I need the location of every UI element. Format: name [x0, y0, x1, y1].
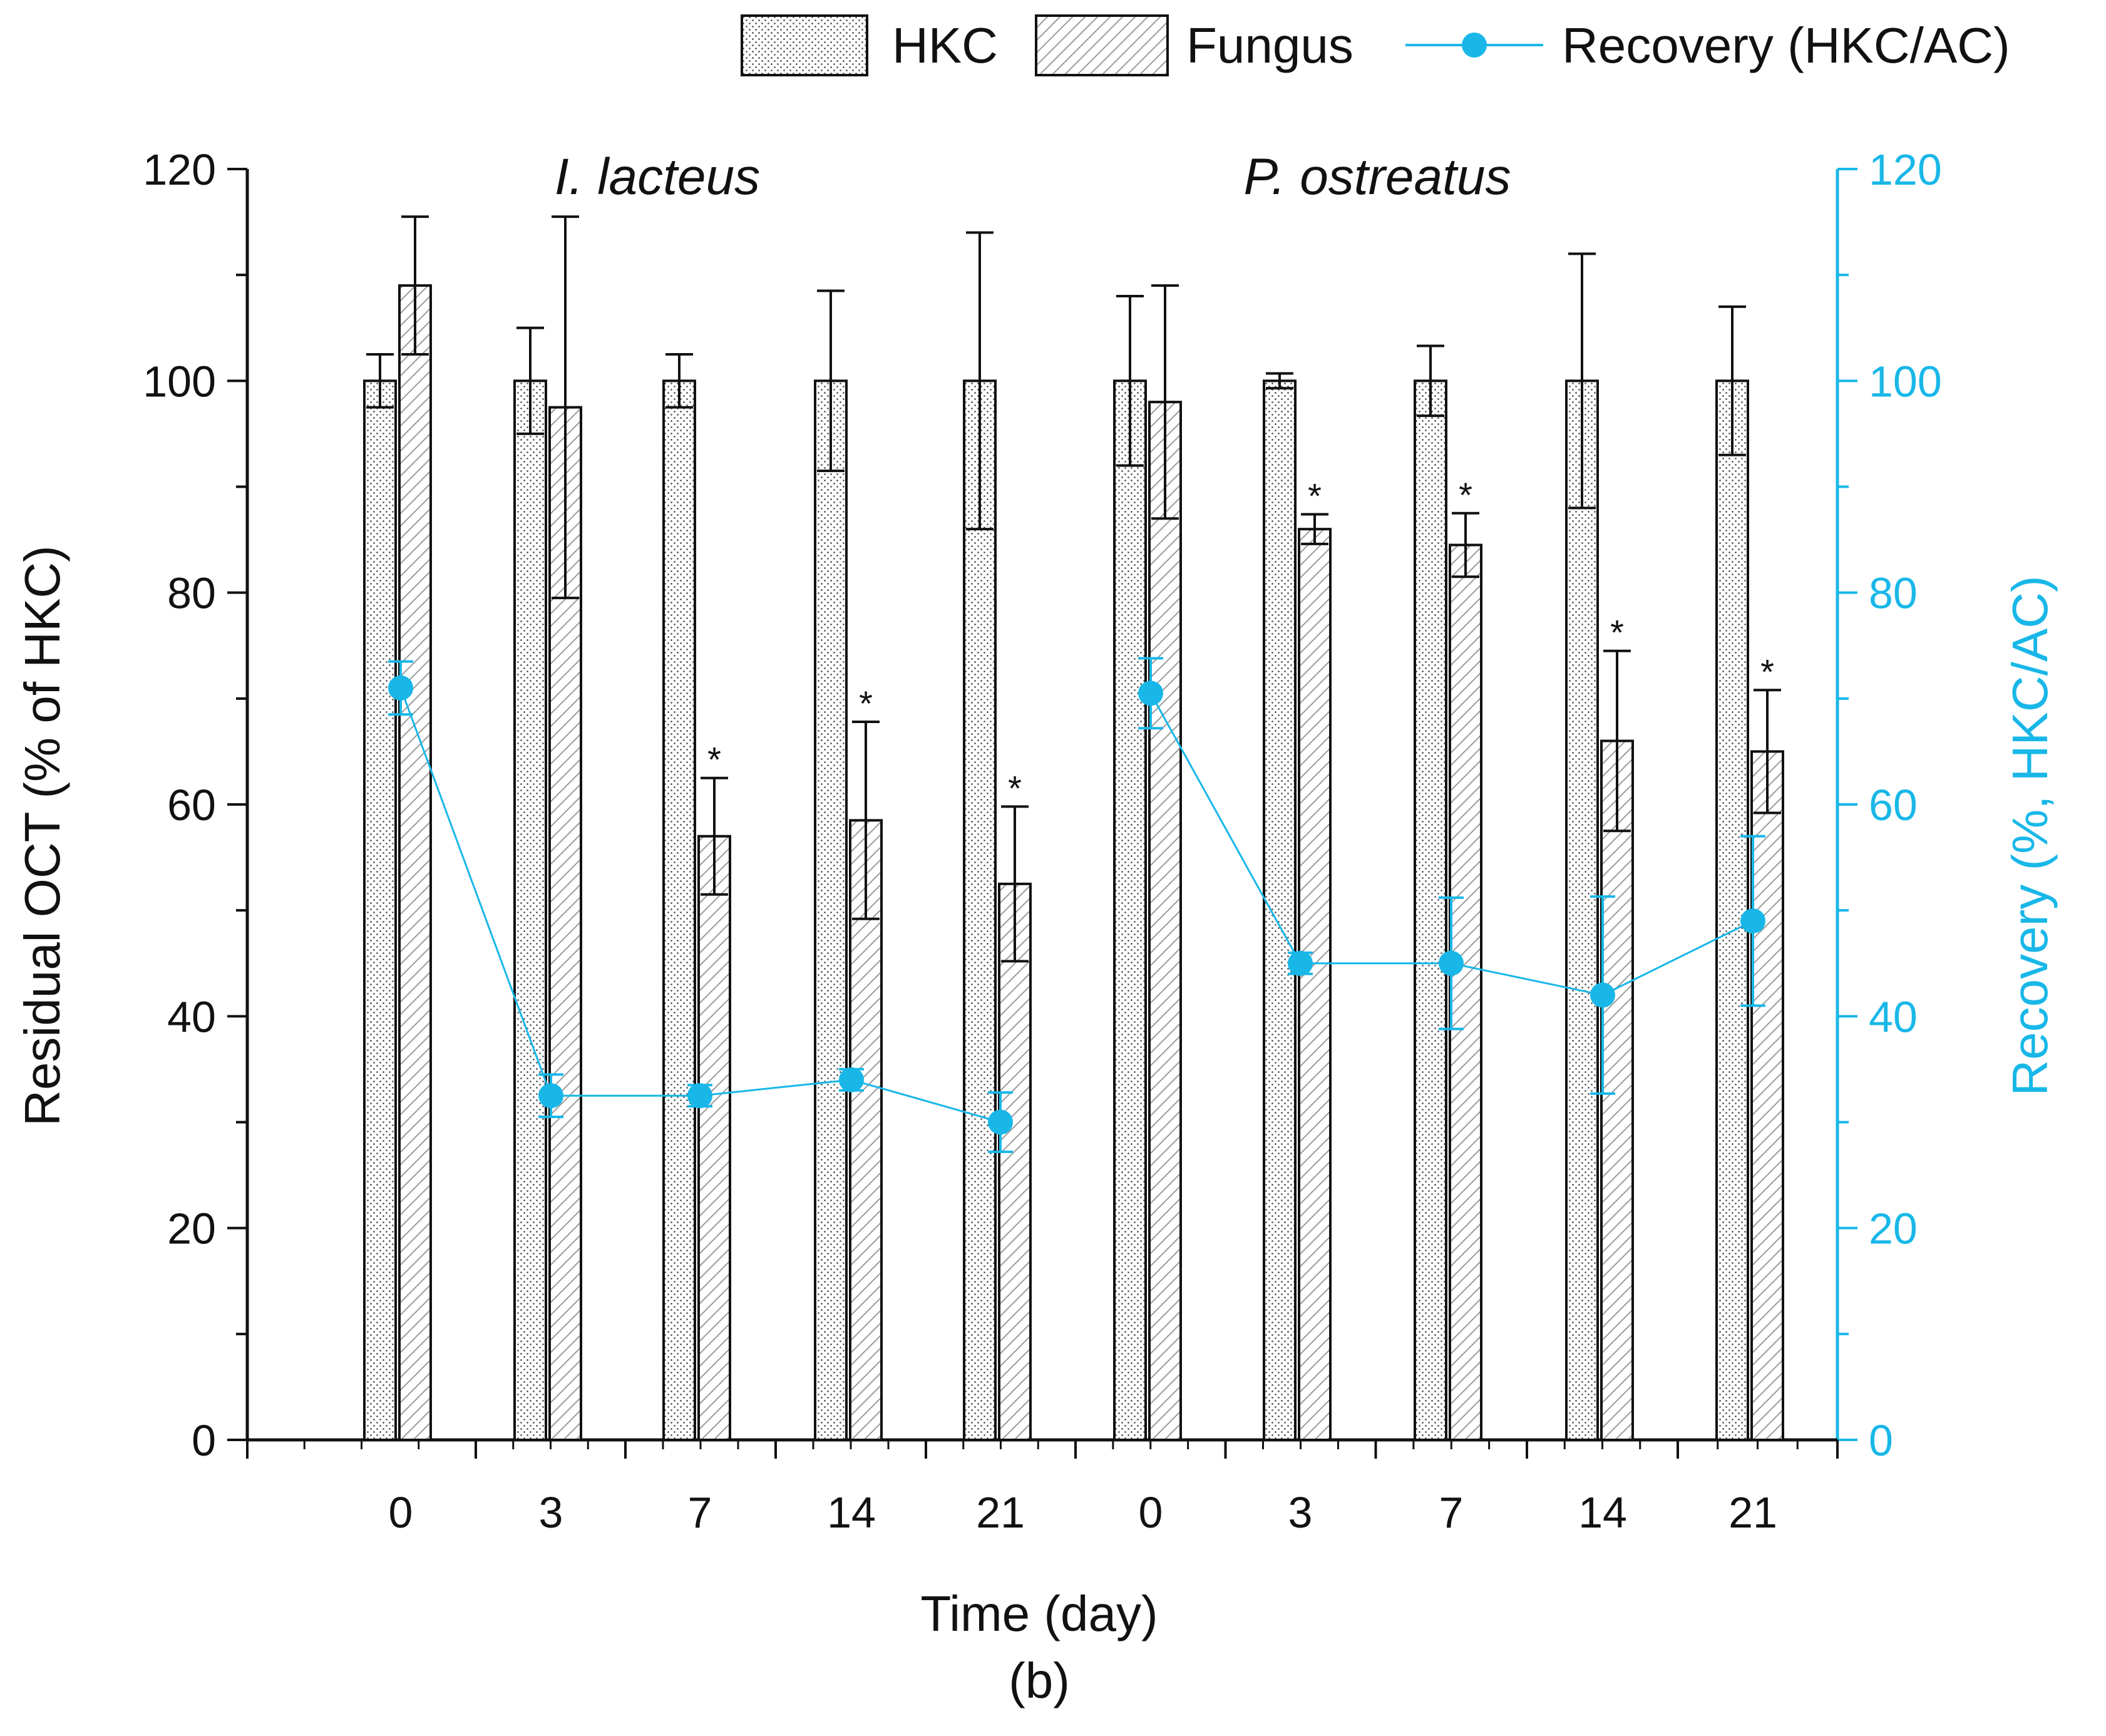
bar-fungus: [998, 882, 1032, 1441]
y-tick-label-left: 0: [192, 1416, 216, 1465]
legend-label-hkc: HKC: [892, 18, 998, 73]
significance-star: *: [1760, 652, 1774, 691]
recovery-point: [1288, 950, 1313, 976]
x-tick-label: 14: [827, 1488, 876, 1537]
group-label: P. ostreatus: [1244, 148, 1511, 205]
bar-fungus: [1600, 739, 1634, 1441]
bar-hkc: [963, 379, 997, 1441]
legend: HKC Fungus Recovery (HKC/AC): [741, 14, 2010, 76]
recovery-point: [687, 1083, 712, 1109]
x-tick-label: 21: [1728, 1488, 1777, 1537]
significance-star: *: [1308, 476, 1322, 515]
significance-star: *: [1459, 475, 1472, 515]
recovery-point: [1138, 681, 1163, 706]
bar-hkc: [1715, 379, 1749, 1441]
subplot-label: (b): [1009, 1653, 1070, 1708]
x-tick-label: 7: [1439, 1488, 1464, 1537]
bar-hkc: [662, 379, 696, 1441]
recovery-point: [1740, 908, 1765, 934]
y-tick-label-right: 80: [1869, 569, 1918, 618]
bar-fungus: [1298, 528, 1332, 1442]
significance-star: *: [707, 740, 721, 779]
x-tick-label: 7: [688, 1488, 712, 1537]
y-tick-label-right: 0: [1869, 1416, 1893, 1465]
legend-swatch-fungus: [1035, 14, 1169, 76]
y-tick-label-left: 60: [167, 781, 216, 829]
y-tick-label-right: 20: [1869, 1204, 1918, 1253]
recovery-point: [538, 1083, 563, 1109]
bar-hkc: [1565, 379, 1599, 1441]
y-tick-label-left: 20: [167, 1204, 216, 1253]
group-labels: I. lacteus P. ostreatus: [555, 148, 1511, 205]
x-tick-label: 3: [1288, 1488, 1313, 1537]
bar-hkc: [1113, 379, 1147, 1441]
y-axis-label-left: Residual OCT (% of HKC): [14, 545, 70, 1126]
y-tick-label-right: 120: [1869, 145, 1942, 194]
group-label: I. lacteus: [555, 148, 760, 205]
axes: 0 20 40 60 80 100 120 0 20 40 60 80 100 120 0 3 7 14 21 0 3 7…: [143, 145, 1942, 1537]
bar-fungus: [1750, 750, 1784, 1441]
bar-hkc: [1414, 379, 1447, 1441]
bar-fungus: [849, 819, 883, 1441]
legend-swatch-hkc: [741, 14, 868, 76]
x-tick-label: 0: [1139, 1488, 1163, 1537]
y-tick-label-right: 40: [1869, 992, 1918, 1041]
significance-star: *: [1008, 768, 1022, 808]
recovery-point: [1439, 950, 1464, 976]
bar-fungus: [697, 835, 731, 1441]
legend-label-recovery: Recovery (HKC/AC): [1562, 18, 2010, 73]
bar-fungus: [1449, 543, 1482, 1442]
y-tick-label-left: 120: [143, 145, 216, 194]
recovery-point: [839, 1067, 864, 1092]
legend-marker-recovery: [1462, 33, 1487, 58]
bar-hkc: [363, 379, 397, 1441]
bar-hkc: [814, 379, 848, 1441]
legend-label-fungus: Fungus: [1186, 18, 1353, 73]
y-tick-label-left: 40: [167, 992, 216, 1041]
bars: * * * * * * *: [363, 215, 1784, 1442]
x-tick-label: 0: [389, 1488, 413, 1537]
x-tick-label: 3: [539, 1488, 563, 1537]
y-axis-label-right: Recovery (%, HKC/AC): [2002, 575, 2058, 1096]
y-tick-label-right: 60: [1869, 781, 1918, 829]
bar-hkc: [513, 379, 547, 1441]
recovery-point: [988, 1109, 1013, 1135]
x-tick-label: 21: [976, 1488, 1025, 1537]
significance-star: *: [1610, 613, 1624, 652]
recovery-point: [388, 675, 413, 701]
y-tick-label-left: 80: [167, 569, 216, 618]
y-tick-label-right: 100: [1869, 357, 1942, 406]
x-tick-label: 14: [1578, 1488, 1627, 1537]
recovery-line: [388, 657, 1765, 1153]
x-axis-label: Time (day): [920, 1586, 1158, 1641]
bar-fungus: [1148, 401, 1182, 1442]
y-tick-label-left: 100: [143, 357, 216, 406]
recovery-point: [1590, 982, 1615, 1008]
bar-hkc: [1263, 379, 1297, 1441]
significance-star: *: [859, 684, 873, 723]
bar-fungus: [398, 284, 432, 1441]
